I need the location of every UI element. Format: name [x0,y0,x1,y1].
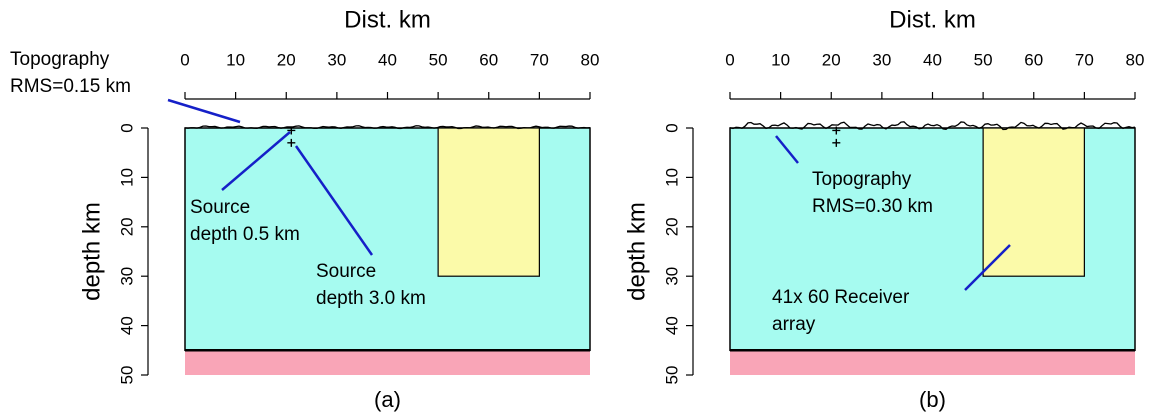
x-tick-label: 20 [277,50,296,69]
y-tick-label: 50 [117,366,136,385]
panel-label: (a) [374,387,401,412]
y-axis-title: depth km [623,202,650,301]
x-tick-label: 40 [378,50,397,69]
x-tick-label: 10 [771,50,790,69]
layer [730,350,1135,375]
y-tick-label: 30 [662,267,681,286]
x-tick-label: 70 [530,50,549,69]
x-tick-label: 80 [581,50,600,69]
annotation-pointer [168,100,240,122]
y-tick-label: 20 [117,217,136,236]
annotation-text: RMS=0.15 km [10,76,131,97]
page: {"chart_data": [ {"type": "model", "pane… [0,0,1152,416]
x-tick-label: 60 [1024,50,1043,69]
annotation-text: 41x 60 Receiver [772,287,910,308]
x-axis-title: Dist. km [889,6,976,33]
x-tick-label: 80 [1126,50,1145,69]
anomaly-block [438,128,539,276]
annotation-text: Topography [10,49,110,70]
y-tick-label: 10 [662,168,681,187]
x-tick-label: 50 [429,50,448,69]
y-axis-title: depth km [78,202,105,301]
x-tick-label: 30 [327,50,346,69]
y-tick-label: 40 [117,316,136,335]
y-tick-label: 10 [117,168,136,187]
x-tick-label: 10 [226,50,245,69]
annotation-text: RMS=0.30 km [812,196,933,217]
x-tick-label: 50 [974,50,993,69]
y-tick-label: 40 [662,316,681,335]
x-tick-label: 0 [180,50,189,69]
figure: 0 10 20 30 40 50 60 70 80 Dist. km 0 10 20 30 40 50 dept… [0,0,1152,416]
annotation-text: Source [190,197,250,218]
x-tick-label: 60 [479,50,498,69]
annotation-text: Topography [812,169,912,190]
y-tick-label: 0 [117,123,136,132]
x-axis-title: Dist. km [344,6,431,33]
annotation-text: depth 3.0 km [316,288,426,309]
y-tick-label: 30 [117,267,136,286]
x-tick-label: 30 [872,50,891,69]
y-tick-label: 0 [662,123,681,132]
annotation-text: array [772,314,816,335]
anomaly-block [983,128,1084,276]
x-tick-label: 40 [923,50,942,69]
x-tick-label: 20 [822,50,841,69]
y-tick-label: 20 [662,217,681,236]
annotation-text: Source [316,261,376,282]
y-tick-label: 50 [662,366,681,385]
x-tick-label: 0 [725,50,734,69]
annotation-text: depth 0.5 km [190,224,300,245]
x-tick-label: 70 [1075,50,1094,69]
layer [185,350,590,375]
panel-label: (b) [919,387,946,412]
